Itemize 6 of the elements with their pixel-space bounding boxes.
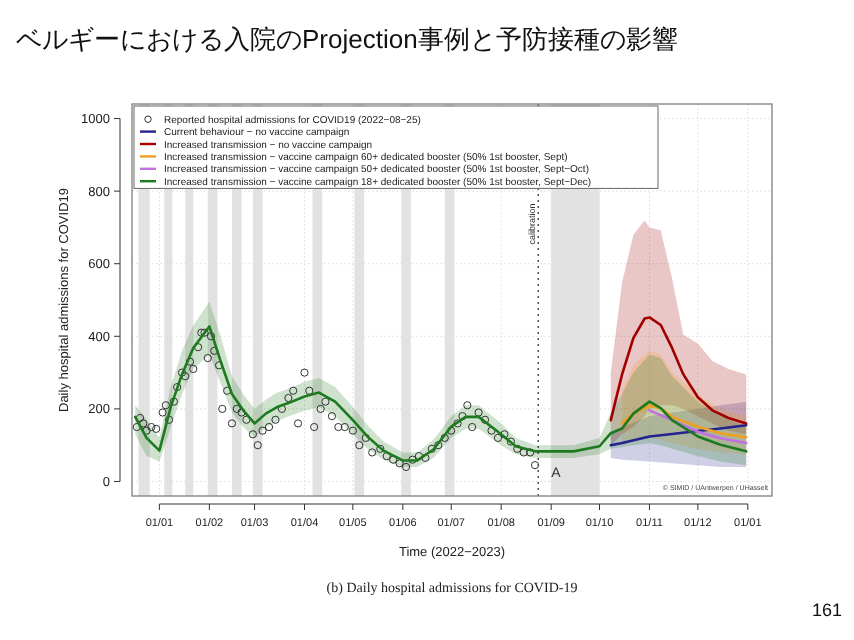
line-series <box>609 423 748 447</box>
chart-title: ベルギーにおける入院のProjection事例と予防接種の影響 <box>16 24 678 54</box>
line-series <box>648 409 748 445</box>
line-series <box>609 316 748 425</box>
text: 161 <box>811 600 842 620</box>
line-series <box>620 404 748 439</box>
